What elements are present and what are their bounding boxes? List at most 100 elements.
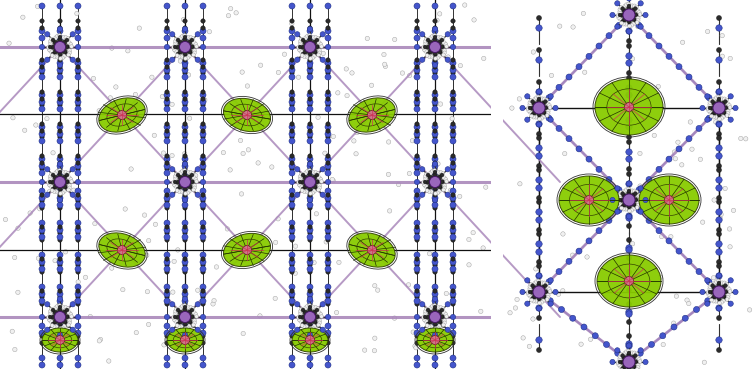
Circle shape [717,97,721,101]
Circle shape [627,44,631,48]
Circle shape [179,36,183,39]
Circle shape [57,46,60,51]
Circle shape [183,257,187,261]
Circle shape [713,281,717,285]
Circle shape [308,289,312,293]
Circle shape [193,311,197,315]
Circle shape [48,39,52,43]
Circle shape [451,193,455,197]
Circle shape [392,37,397,42]
Circle shape [39,35,45,41]
Circle shape [57,266,63,272]
Circle shape [531,115,535,119]
Circle shape [39,291,45,297]
Circle shape [76,225,80,229]
Circle shape [426,180,431,184]
Circle shape [137,26,141,30]
Circle shape [165,167,169,171]
Circle shape [169,192,175,197]
Circle shape [57,220,63,226]
Circle shape [228,168,232,172]
Circle shape [40,270,44,274]
Circle shape [181,44,185,47]
Circle shape [194,173,198,178]
Circle shape [51,187,55,191]
Circle shape [444,313,448,316]
Circle shape [382,52,386,57]
Circle shape [717,301,721,305]
Circle shape [463,3,467,7]
Circle shape [432,35,438,41]
Circle shape [165,199,169,203]
Circle shape [414,60,420,66]
Circle shape [62,40,67,45]
Circle shape [289,259,295,265]
Circle shape [625,360,629,364]
Circle shape [326,334,330,338]
Circle shape [191,188,195,192]
Circle shape [325,28,331,34]
Circle shape [39,44,45,49]
Circle shape [546,115,552,121]
Circle shape [525,301,530,306]
Circle shape [200,60,206,66]
Circle shape [172,46,175,49]
Circle shape [626,343,632,349]
Circle shape [312,175,317,180]
Circle shape [164,60,170,66]
Circle shape [423,174,427,178]
Circle shape [748,308,751,312]
Circle shape [680,163,684,167]
Circle shape [537,288,541,292]
Circle shape [181,180,184,184]
Circle shape [200,202,206,208]
Circle shape [716,185,722,191]
Circle shape [320,57,325,62]
Circle shape [33,123,38,127]
Circle shape [705,278,710,283]
Circle shape [414,234,420,240]
Circle shape [326,65,330,69]
Circle shape [541,97,544,101]
Circle shape [164,99,170,105]
Circle shape [414,314,420,320]
Circle shape [70,192,76,197]
Circle shape [537,168,541,172]
Circle shape [200,355,206,361]
Circle shape [108,96,113,100]
Circle shape [546,290,550,294]
Circle shape [178,49,183,54]
Circle shape [319,42,323,46]
Circle shape [282,52,287,56]
Circle shape [39,284,45,290]
Circle shape [325,314,330,320]
Circle shape [200,330,206,336]
Circle shape [165,225,169,229]
Circle shape [164,106,170,112]
Circle shape [638,186,643,191]
Circle shape [39,67,45,73]
Circle shape [637,363,640,367]
Circle shape [53,49,58,54]
Circle shape [182,138,188,144]
Circle shape [117,245,126,255]
Circle shape [616,207,622,213]
Circle shape [40,19,44,23]
Circle shape [537,315,541,321]
Circle shape [57,99,63,105]
Circle shape [627,203,631,208]
Circle shape [717,108,721,112]
Circle shape [537,111,541,116]
Circle shape [442,188,445,192]
Circle shape [308,332,313,338]
Circle shape [290,21,294,26]
Circle shape [326,206,330,210]
Circle shape [183,304,187,307]
Circle shape [176,315,181,320]
Circle shape [636,9,640,13]
Circle shape [308,296,313,301]
Circle shape [411,330,415,334]
Circle shape [538,117,541,121]
Circle shape [627,70,631,76]
Circle shape [536,241,542,247]
